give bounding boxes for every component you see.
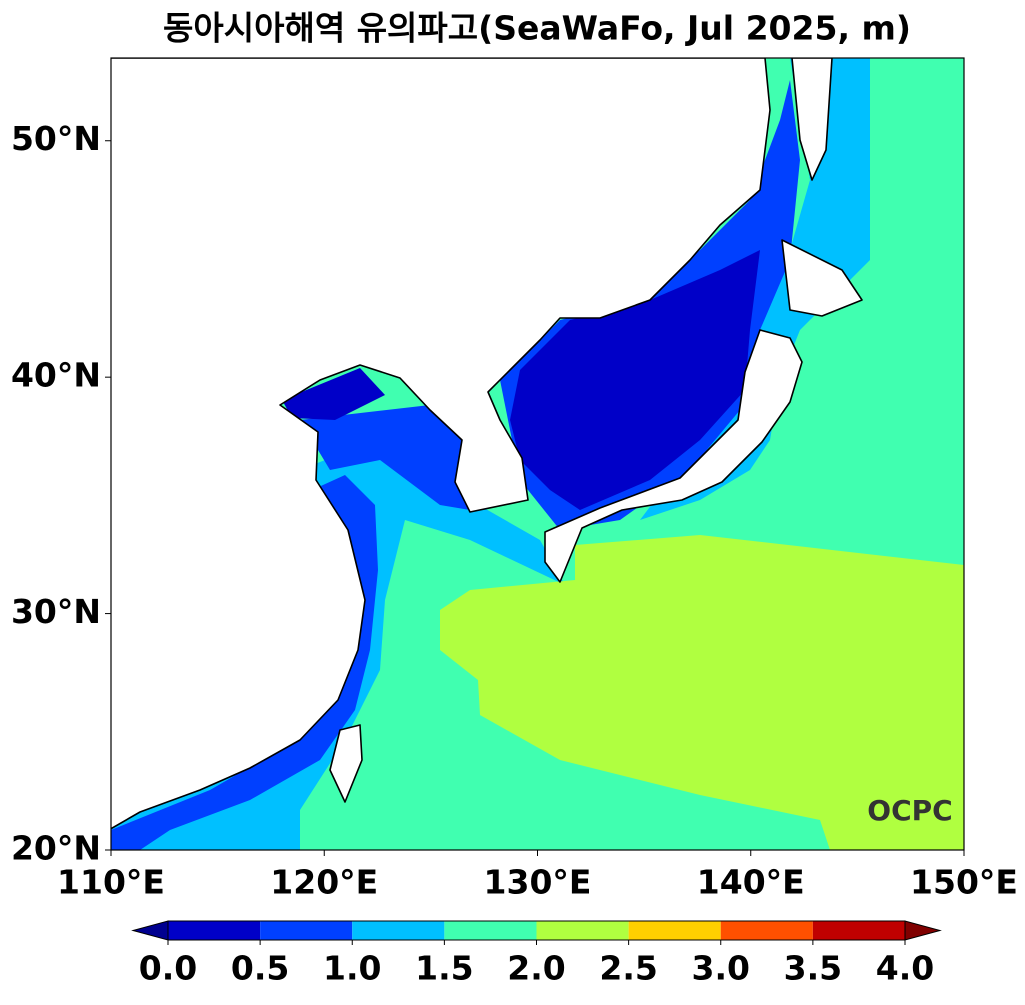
field-zone <box>510 250 760 510</box>
colorbar-tick-label: 3.5 <box>784 949 842 988</box>
colorbar-tick-label: 2.0 <box>507 949 565 988</box>
colorbar-tick-label: 1.0 <box>323 949 381 988</box>
y-tick-label: 50°N <box>11 119 101 158</box>
y-tick-label: 30°N <box>11 592 101 631</box>
field-zone <box>300 405 470 510</box>
colorbar-bin <box>444 921 537 940</box>
colorbar-bin <box>812 921 905 940</box>
x-tick-label: 150°E <box>910 863 1018 902</box>
map-title: 동아시아해역 유의파고(SeaWaFo, Jul 2025, m) <box>163 9 911 48</box>
colorbar-bin <box>628 921 721 940</box>
colorbar-bin <box>168 921 261 940</box>
continent <box>111 58 771 830</box>
field-zone <box>282 368 385 420</box>
colorbar-bin <box>536 921 629 940</box>
colorbar-bin <box>720 921 813 940</box>
sakhalin <box>791 58 833 181</box>
taiwan <box>329 724 363 803</box>
land <box>111 58 863 830</box>
x-tick-label: 140°E <box>697 863 805 902</box>
colorbar-tick-label: 0.0 <box>139 949 197 988</box>
colorbar-tick-label: 2.5 <box>599 949 657 988</box>
colorbar-bin <box>352 921 445 940</box>
japan <box>544 329 803 583</box>
x-tick-label: 130°E <box>484 863 592 902</box>
hokkaido <box>781 239 863 317</box>
field-zone <box>440 535 964 850</box>
x-tick-label: 120°E <box>270 863 378 902</box>
y-tick-label: 40°N <box>11 356 101 395</box>
y-tick-label: 20°N <box>11 829 101 868</box>
colorbar-bin <box>260 921 353 940</box>
colorbar-tick-label: 3.0 <box>692 949 750 988</box>
logo: OCPC <box>867 794 952 827</box>
colorbar-tick-label: 4.0 <box>876 949 934 988</box>
x-tick-label: 110°E <box>57 863 165 902</box>
colorbar-extend-min <box>131 920 169 941</box>
colorbar-extend-max <box>904 920 942 941</box>
colorbar-tick-label: 1.5 <box>415 949 473 988</box>
field-zone <box>111 475 378 850</box>
colorbar-tick-label: 0.5 <box>231 949 289 988</box>
